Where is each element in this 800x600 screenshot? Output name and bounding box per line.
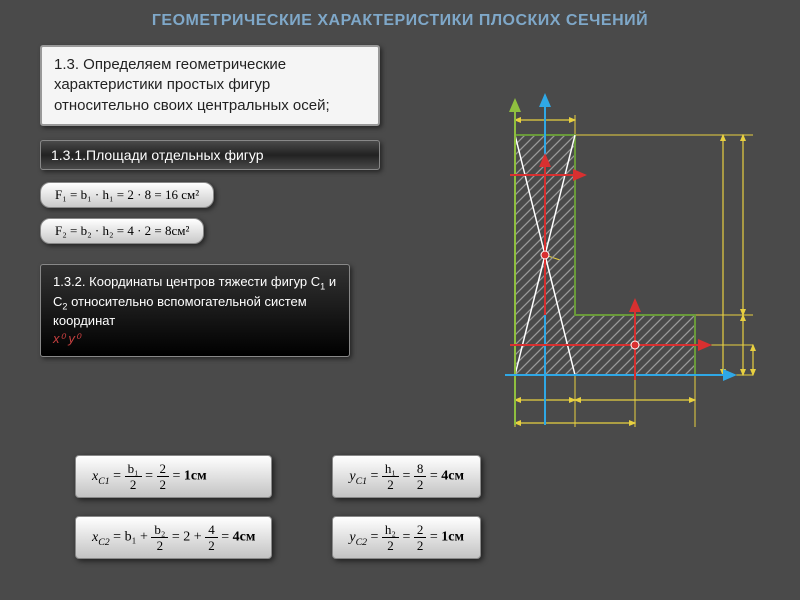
cross-section-diagram — [415, 55, 775, 435]
formula-xc1: xC1 = b₁2 = 22 = 1см — [75, 455, 272, 498]
section-1-3-text: 1.3. Определяем геометрические характери… — [40, 45, 380, 126]
section-1-3-2-box: 1.3.2. Координаты центров тяжести фигур … — [40, 264, 350, 357]
formula-xc2: xC2 = b₁ + b₂2 = 2 + 42 = 4см — [75, 516, 272, 559]
formula-yc1: yC1 = h₁2 = 82 = 4см — [332, 455, 481, 498]
formula-f2: F₂ = b₂ · h₂ = 4 · 2 = 8см² — [40, 218, 204, 244]
page-title: ГЕОМЕТРИЧЕСКИЕ ХАРАКТЕРИСТИКИ ПЛОСКИХ СЕ… — [0, 0, 800, 38]
bottom-formula-grid: xC1 = b₁2 = 22 = 1см yC1 = h₁2 = 82 = 4с… — [75, 455, 481, 559]
left-column: 1.3. Определяем геометрические характери… — [40, 45, 380, 357]
formula-yc2: yC2 = h₂2 = 22 = 1см — [332, 516, 481, 559]
formula-f1: F₁ = b₁ · h₁ = 2 · 8 = 16 см² — [40, 182, 214, 208]
section-1-3-1-bar: 1.3.1.Площади отдельных фигур — [40, 140, 380, 170]
